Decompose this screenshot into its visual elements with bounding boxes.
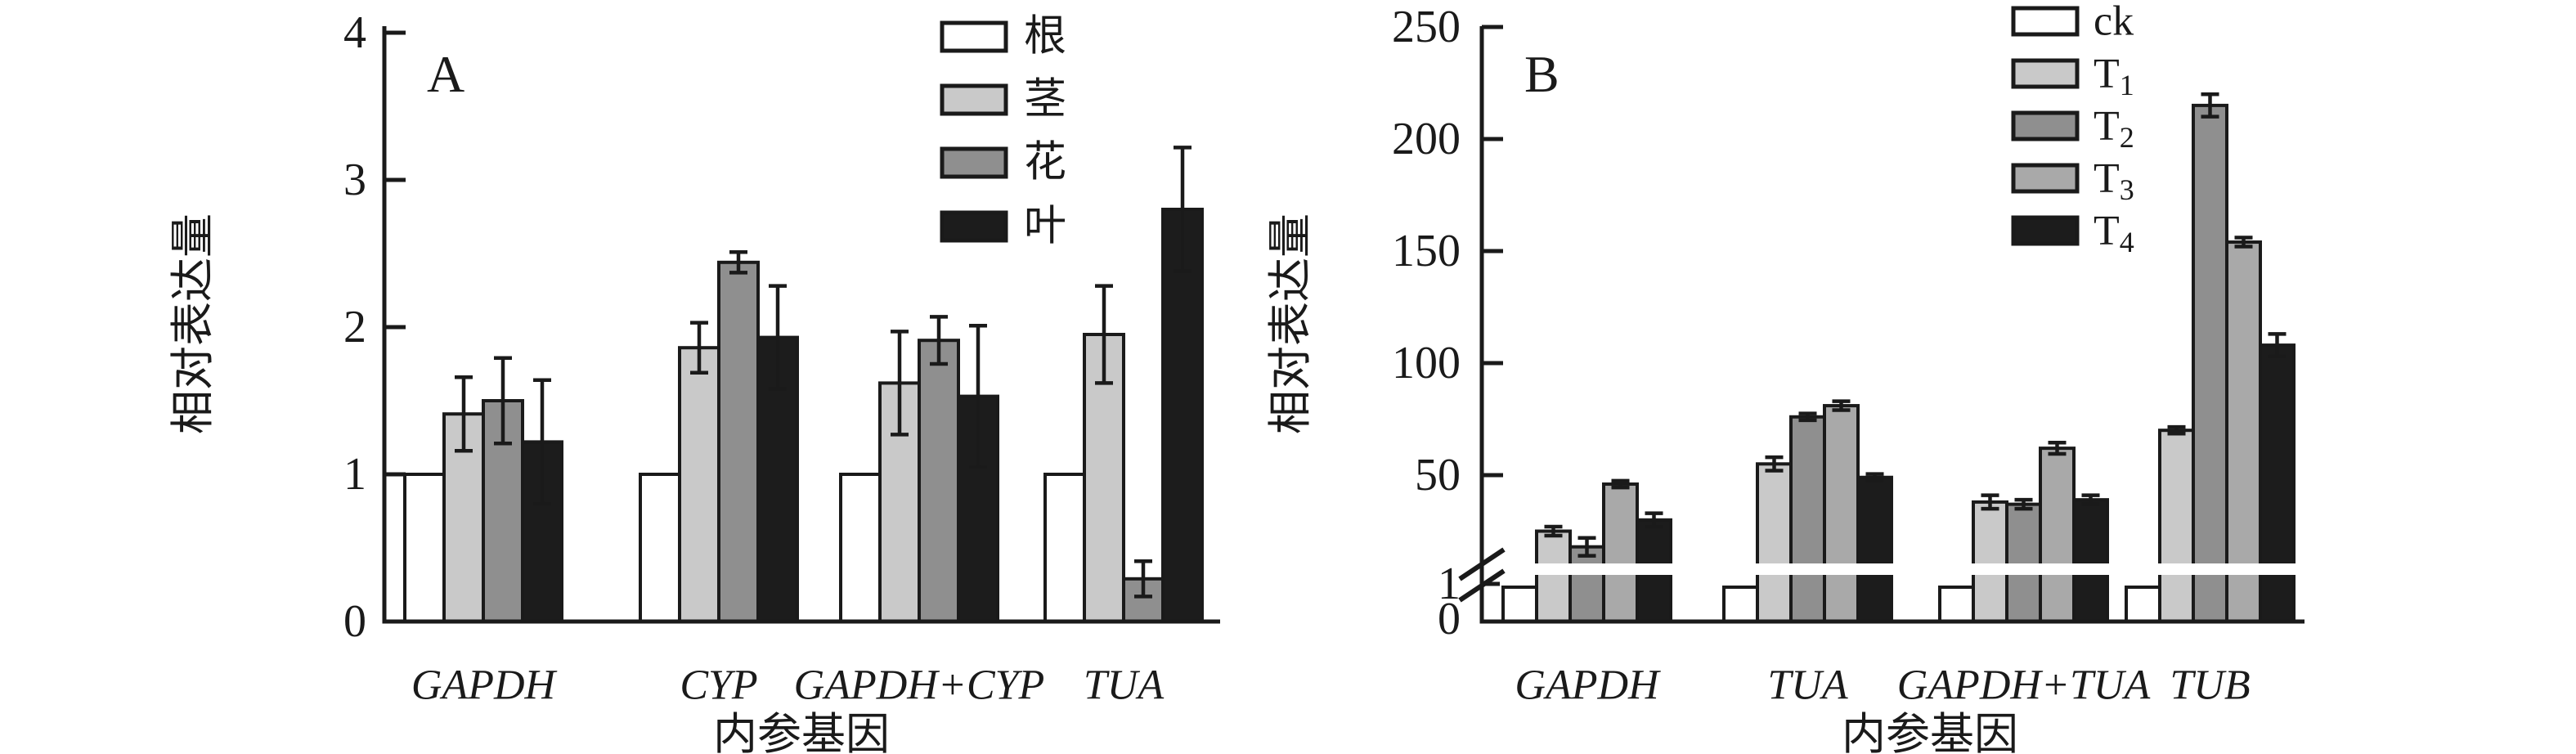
- panel-b-bar-T3-TUA: [1823, 404, 1860, 623]
- panel-b-bar-T3-GAPDH+TUA: [2039, 447, 2076, 623]
- panel-b-y-tick-label: 250: [1392, 2, 1461, 52]
- panel-a-bar-叶-TUA: [1161, 208, 1204, 623]
- panel-b-axis-break-band: [1484, 563, 2304, 575]
- legend-swatch-茎: [940, 83, 1008, 116]
- legend-label-花: 花: [1024, 140, 1066, 186]
- legend-swatch-花: [940, 146, 1008, 179]
- panel-a-x-category-label: GAPDH+CYP: [794, 662, 1045, 709]
- legend-label-T4: T4: [2094, 208, 2134, 259]
- panel-a-bar-根-GAPDH+CYP: [839, 473, 882, 623]
- panel-a-bar-根-TUA: [1043, 473, 1086, 623]
- panel-b-bar-T1-TUB: [2158, 429, 2195, 624]
- panel-b-y-tick-label: 50: [1415, 450, 1461, 500]
- legend-label-T2: T2: [2094, 103, 2134, 155]
- legend-label-ck: ck: [2094, 0, 2134, 45]
- panel-b-bar-T4-TUA: [1856, 475, 1893, 623]
- panel-b-x-category-label: TUA: [1767, 662, 1847, 709]
- legend-swatch-根: [940, 20, 1008, 53]
- legend-swatch-T2: [2011, 110, 2080, 141]
- panel-a-y-tick-label: 3: [343, 155, 366, 205]
- panel-b-bar-T2-TUB: [2192, 103, 2228, 623]
- legend-label-T1: T1: [2094, 51, 2134, 102]
- legend-swatch-T3: [2011, 163, 2080, 194]
- panel-b-bar-T2-GAPDH: [1568, 545, 1605, 623]
- panel-a-bar-花-GAPDH+CYP: [918, 339, 960, 623]
- panel-a-bar-根-GAPDH: [403, 473, 446, 623]
- panel-b-bar-ck-TUB: [2125, 586, 2161, 623]
- panel-a-x-category-label: CYP: [680, 662, 757, 709]
- panel-a-y-tick-label: 0: [343, 596, 366, 647]
- panel-a-bar-茎-CYP: [678, 346, 720, 623]
- panel-label-b: B: [1524, 45, 1560, 103]
- panel-b-x-axis-title: 内参基因: [1842, 710, 2018, 754]
- panel-b-bar-T2-GAPDH+TUA: [2005, 502, 2042, 623]
- panel-a-y-tick-label: 1: [343, 449, 366, 500]
- panel-a-x-axis-title: 内参基因: [713, 710, 890, 754]
- panel-a-y-tick-label: 2: [343, 302, 366, 352]
- panel-b-x-category-label: GAPDH: [1515, 662, 1661, 709]
- panel-a-x-category-label: GAPDH: [411, 662, 558, 709]
- panel-b-y-tick-label: 200: [1392, 114, 1461, 164]
- panel-b-bar-ck-GAPDH+TUA: [1938, 586, 1975, 623]
- panel-b-axis-break-slash: [1458, 568, 1506, 603]
- panel-b-y-tick-label: 1: [1438, 559, 1461, 609]
- panel-b-axes: [1479, 26, 2304, 624]
- panel-a-y-tick-label: 4: [343, 7, 366, 58]
- legend-swatch-叶: [940, 210, 1008, 243]
- panel-label-a: A: [427, 45, 464, 103]
- panel-b-bar-ck-TUA: [1722, 586, 1759, 623]
- legend-swatch-ck: [2011, 6, 2080, 37]
- panel-b-y-tick-label: 150: [1392, 226, 1461, 276]
- panel-b-bar-T4-TUB: [2259, 343, 2296, 623]
- panel-b-y-tick-label: 100: [1392, 338, 1461, 388]
- panel-b-bar-T3-TUB: [2225, 240, 2262, 623]
- panel-a-bar-花-CYP: [717, 260, 760, 623]
- panel-b-bar-ck-GAPDH: [1501, 586, 1538, 623]
- panel-b-bar-T4-GAPDH+TUA: [2072, 498, 2109, 624]
- legend-label-T3: T3: [2094, 155, 2134, 207]
- panel-a-x-category-label: TUA: [1084, 662, 1164, 709]
- panel-b-bar-T3-GAPDH: [1602, 482, 1639, 624]
- panel-b-bar-T1-GAPDH+TUA: [1972, 500, 2008, 623]
- panel-a-bar-根-CYP: [639, 473, 681, 623]
- legend-label-茎: 茎: [1024, 77, 1066, 123]
- panel-b-axis-break-slash: [1458, 547, 1506, 581]
- panel-a-y-axis-title: 相对表达量: [168, 213, 218, 434]
- legend-label-叶: 叶: [1024, 204, 1066, 250]
- panel-b-bar-T1-GAPDH: [1535, 529, 1572, 623]
- panel-b-bar-T2-TUA: [1789, 415, 1826, 624]
- panel-b-x-category-label: TUB: [2170, 662, 2250, 709]
- legend-swatch-T4: [2011, 215, 2080, 246]
- legend-swatch-T1: [2011, 58, 2080, 89]
- panel-b-bar-T1-TUA: [1756, 462, 1793, 623]
- panel-b-x-category-label: GAPDH+TUA: [1897, 662, 2151, 709]
- panel-b-y-tick-label: 0: [1438, 594, 1461, 644]
- panel-b-y-axis-title: 相对表达量: [1266, 213, 1315, 434]
- legend-label-根: 根: [1024, 14, 1066, 61]
